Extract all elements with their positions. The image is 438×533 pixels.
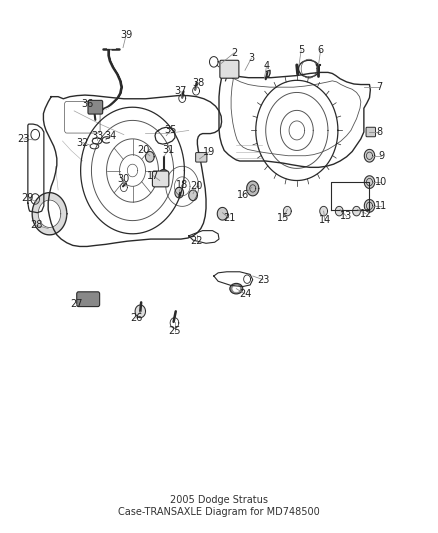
Text: 2: 2 <box>231 48 237 58</box>
Text: 15: 15 <box>277 213 289 223</box>
Text: 34: 34 <box>104 131 116 141</box>
Polygon shape <box>364 149 374 162</box>
FancyBboxPatch shape <box>88 100 102 114</box>
FancyBboxPatch shape <box>220 60 239 78</box>
Polygon shape <box>283 206 291 216</box>
Text: 10: 10 <box>375 177 387 187</box>
Text: 14: 14 <box>319 215 331 225</box>
Polygon shape <box>217 207 228 220</box>
FancyBboxPatch shape <box>196 152 207 162</box>
Text: 22: 22 <box>190 236 203 246</box>
Polygon shape <box>135 305 145 318</box>
Text: 20: 20 <box>137 146 149 156</box>
Polygon shape <box>336 206 343 216</box>
Ellipse shape <box>233 286 240 292</box>
FancyBboxPatch shape <box>366 127 375 137</box>
Ellipse shape <box>230 284 243 294</box>
Polygon shape <box>364 176 374 189</box>
Text: 36: 36 <box>81 99 93 109</box>
Text: 11: 11 <box>375 201 387 211</box>
Text: 26: 26 <box>130 313 142 323</box>
Text: 25: 25 <box>169 326 181 336</box>
Text: 35: 35 <box>164 125 177 135</box>
Text: 28: 28 <box>30 220 42 230</box>
Polygon shape <box>364 199 374 212</box>
Text: 12: 12 <box>360 209 372 219</box>
Text: 6: 6 <box>318 45 324 55</box>
Text: 13: 13 <box>340 212 353 221</box>
Text: 38: 38 <box>192 78 205 88</box>
Text: 31: 31 <box>162 146 174 156</box>
Text: 3: 3 <box>248 53 254 63</box>
FancyBboxPatch shape <box>77 292 100 306</box>
Text: 7: 7 <box>376 82 382 92</box>
Polygon shape <box>320 206 328 216</box>
Ellipse shape <box>160 169 168 176</box>
Text: 2005 Dodge Stratus
Case-TRANSAXLE Diagram for MD748500: 2005 Dodge Stratus Case-TRANSAXLE Diagra… <box>118 496 320 517</box>
Text: 9: 9 <box>378 151 384 161</box>
Text: 33: 33 <box>91 131 103 141</box>
Text: 29: 29 <box>21 193 34 203</box>
Text: 32: 32 <box>77 138 89 148</box>
Text: 27: 27 <box>70 300 82 310</box>
Text: 5: 5 <box>298 45 304 55</box>
Polygon shape <box>145 151 154 162</box>
Text: 16: 16 <box>237 190 249 200</box>
Text: 30: 30 <box>117 174 129 184</box>
Text: 21: 21 <box>223 213 235 223</box>
Text: 24: 24 <box>239 289 251 299</box>
Polygon shape <box>247 181 259 196</box>
Text: 37: 37 <box>175 86 187 96</box>
Text: 17: 17 <box>147 171 159 181</box>
FancyBboxPatch shape <box>152 171 169 187</box>
Text: 8: 8 <box>376 127 382 137</box>
FancyArrowPatch shape <box>217 65 219 67</box>
Text: 23: 23 <box>257 274 269 285</box>
Polygon shape <box>189 190 198 200</box>
Text: 20: 20 <box>191 181 203 191</box>
Text: 39: 39 <box>120 30 132 41</box>
Text: 23: 23 <box>18 134 30 144</box>
Text: 4: 4 <box>264 61 270 71</box>
Text: 19: 19 <box>203 147 215 157</box>
Polygon shape <box>353 206 360 216</box>
Text: 18: 18 <box>176 180 188 190</box>
Polygon shape <box>175 188 184 198</box>
